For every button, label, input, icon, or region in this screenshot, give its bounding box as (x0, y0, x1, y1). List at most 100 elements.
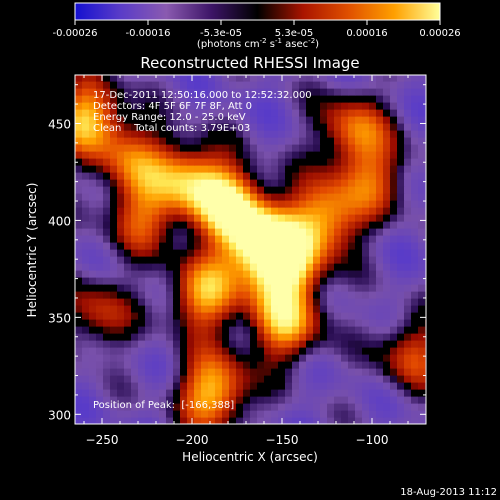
image-pixel (341, 165, 349, 173)
image-pixel (369, 291, 377, 299)
image-pixel (411, 116, 419, 124)
image-pixel (327, 116, 335, 124)
image-pixel (110, 263, 118, 271)
footer-timestamp: 18-Aug-2013 11:12 (400, 487, 497, 498)
image-pixel (327, 263, 335, 271)
image-pixel (180, 137, 188, 145)
image-pixel (397, 214, 405, 222)
image-pixel (362, 270, 370, 278)
image-pixel (173, 291, 181, 299)
image-pixel (96, 389, 104, 397)
image-pixel (236, 256, 244, 264)
image-pixel (369, 151, 377, 159)
image-pixel (334, 389, 342, 397)
image-pixel (131, 214, 139, 222)
image-pixel (369, 235, 377, 243)
image-pixel (222, 389, 230, 397)
image-pixel (131, 361, 139, 369)
image-pixel (194, 382, 202, 390)
image-pixel (362, 326, 370, 334)
image-pixel (320, 396, 328, 404)
image-pixel (159, 333, 167, 341)
image-pixel (299, 347, 307, 355)
image-pixel (243, 172, 251, 180)
image-pixel (96, 333, 104, 341)
image-pixel (222, 179, 230, 187)
image-pixel (418, 186, 426, 194)
image-pixel (313, 193, 321, 201)
image-pixel (250, 347, 258, 355)
image-pixel (285, 193, 293, 201)
image-pixel (201, 375, 209, 383)
image-pixel (187, 368, 195, 376)
image-pixel (250, 396, 258, 404)
image-pixel (278, 88, 286, 96)
image-pixel (103, 228, 111, 236)
image-pixel (145, 284, 153, 292)
image-pixel (292, 123, 300, 131)
image-pixel (411, 81, 419, 89)
annotation-clean: Clean Total counts: 3.79E+03 (93, 123, 250, 134)
image-pixel (110, 207, 118, 215)
image-pixel (327, 284, 335, 292)
image-pixel (271, 95, 279, 103)
image-pixel (173, 144, 181, 152)
image-pixel (173, 200, 181, 208)
image-pixel (159, 95, 167, 103)
image-pixel (187, 319, 195, 327)
image-pixel (355, 347, 363, 355)
image-pixel (411, 207, 419, 215)
image-pixel (348, 109, 356, 117)
image-pixel (173, 340, 181, 348)
image-pixel (89, 361, 97, 369)
image-pixels (75, 75, 426, 424)
image-pixel (194, 312, 202, 320)
image-pixel (96, 417, 104, 424)
image-pixel (124, 263, 132, 271)
image-pixel (222, 417, 230, 424)
image-pixel (418, 277, 426, 285)
image-pixel (383, 361, 391, 369)
image-pixel (376, 81, 384, 89)
image-pixel (250, 333, 258, 341)
image-pixel (313, 417, 321, 424)
colorbar: -0.00026 -0.00016 -5.3e-05 5.3e-05 0.00016 0.… (53, 2, 461, 50)
image-pixel (362, 137, 370, 145)
image-pixel (397, 375, 405, 383)
image-pixel (110, 340, 118, 348)
image-pixel (222, 165, 230, 173)
image-pixel (103, 242, 111, 250)
image-pixel (369, 200, 377, 208)
image-pixel (103, 88, 111, 96)
image-pixel (89, 298, 97, 306)
image-pixel (362, 165, 370, 173)
image-pixel (383, 417, 391, 424)
image-pixel (285, 75, 293, 82)
image-pixel (215, 172, 223, 180)
image-pixel (82, 172, 90, 180)
image-pixel (334, 291, 342, 299)
image-pixel (341, 109, 349, 117)
image-pixel (96, 291, 104, 299)
image-pixel (152, 270, 160, 278)
image-pixel (355, 137, 363, 145)
image-pixel (229, 249, 237, 257)
image-pixel (75, 389, 83, 397)
image-pixel (264, 144, 272, 152)
image-pixel (320, 403, 328, 411)
image-pixel (320, 347, 328, 355)
image-pixel (103, 193, 111, 201)
image-pixel (355, 403, 363, 411)
image-pixel (82, 291, 90, 299)
image-pixel (320, 95, 328, 103)
image-pixel (138, 193, 146, 201)
image-pixel (117, 88, 125, 96)
image-pixel (236, 403, 244, 411)
image-pixel (75, 263, 83, 271)
image-pixel (180, 130, 188, 138)
image-pixel (411, 130, 419, 138)
image-pixel (187, 403, 195, 411)
image-pixel (376, 284, 384, 292)
image-pixel (299, 375, 307, 383)
image-pixel (257, 123, 265, 131)
